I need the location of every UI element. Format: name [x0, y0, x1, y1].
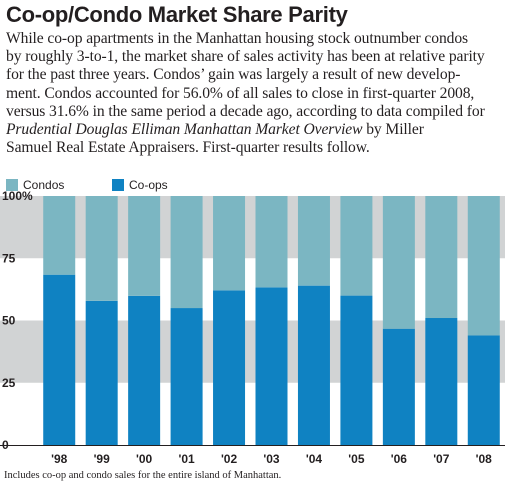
x-tick-label: '05: [348, 452, 365, 466]
legend-label-condos: Condos: [23, 178, 65, 192]
bar-coops: [297, 285, 330, 445]
bar-condos: [170, 196, 203, 309]
bar-coops: [340, 295, 373, 445]
bar-condos: [467, 196, 500, 336]
bar-condos: [128, 196, 161, 296]
legend-item-condos: Condos: [6, 178, 64, 192]
bar-coops: [85, 300, 118, 445]
intro-paragraph: While co-op apartments in the Manhattan …: [6, 30, 505, 157]
legend-swatch-condos: [6, 179, 18, 191]
x-tick-label: '03: [263, 452, 280, 466]
legend-label-coops: Co-ops: [129, 178, 168, 192]
paragraph-fragment: by Miller: [362, 121, 424, 139]
bar-condos: [297, 196, 330, 286]
paragraph-line: by roughly 3-to-1, the market share of s…: [6, 48, 485, 66]
stacked-bar-chart: 0255075100%'98'99'00'01'02'03'04'05'06'0…: [0, 190, 505, 466]
paragraph-line: While co-op apartments in the Manhattan …: [6, 30, 469, 47]
bar-condos: [255, 196, 288, 288]
bar-condos: [340, 196, 373, 296]
x-tick-label: '07: [433, 452, 450, 466]
bar-coops: [467, 335, 500, 445]
paragraph-line: for the past three years. Condos’ gain w…: [6, 66, 461, 84]
paragraph-line: Samuel Real Estate Appraisers. First-qua…: [6, 139, 370, 157]
x-tick-label: '02: [221, 452, 238, 466]
paragraph-line: Prudential Douglas Elliman Manhattan Mar…: [6, 121, 505, 139]
bar-condos: [85, 196, 118, 301]
x-tick-label: '99: [94, 452, 111, 466]
bar-coops: [170, 308, 203, 445]
bar-condos: [382, 196, 415, 329]
bar-coops: [255, 287, 288, 445]
y-tick-label: 100%: [2, 190, 33, 203]
bar-coops: [213, 290, 246, 445]
chart-title: Co-op/Condo Market Share Parity: [6, 2, 348, 27]
paragraph-line: versus 31.6% in the same period a decade…: [6, 102, 485, 120]
bar-coops: [425, 318, 458, 445]
y-tick-label: 50: [2, 314, 16, 328]
x-tick-label: '06: [391, 452, 408, 466]
x-tick-label: '08: [476, 452, 493, 466]
grid-band: [0, 196, 505, 259]
paragraph-line: ment. Condos accounted for 56.0% of all …: [6, 84, 475, 102]
grid-band: [0, 320, 505, 383]
y-tick-label: 25: [2, 376, 16, 390]
bar-coops: [128, 295, 161, 445]
publication-title: Prudential Douglas Elliman Manhattan Mar…: [6, 121, 363, 139]
legend-item-coops: Co-ops: [112, 178, 168, 192]
x-tick-label: '00: [136, 452, 153, 466]
y-tick-label: 75: [2, 251, 16, 265]
x-tick-label: '04: [306, 452, 323, 466]
bar-condos: [43, 196, 76, 275]
bar-coops: [43, 274, 76, 445]
bar-condos: [213, 196, 246, 291]
bar-condos: [425, 196, 458, 319]
footnote: Includes co-op and condo sales for the e…: [4, 470, 282, 481]
x-tick-label: '01: [178, 452, 195, 466]
legend-swatch-coops: [112, 179, 124, 191]
bar-coops: [382, 328, 415, 445]
x-tick-label: '98: [51, 452, 68, 466]
